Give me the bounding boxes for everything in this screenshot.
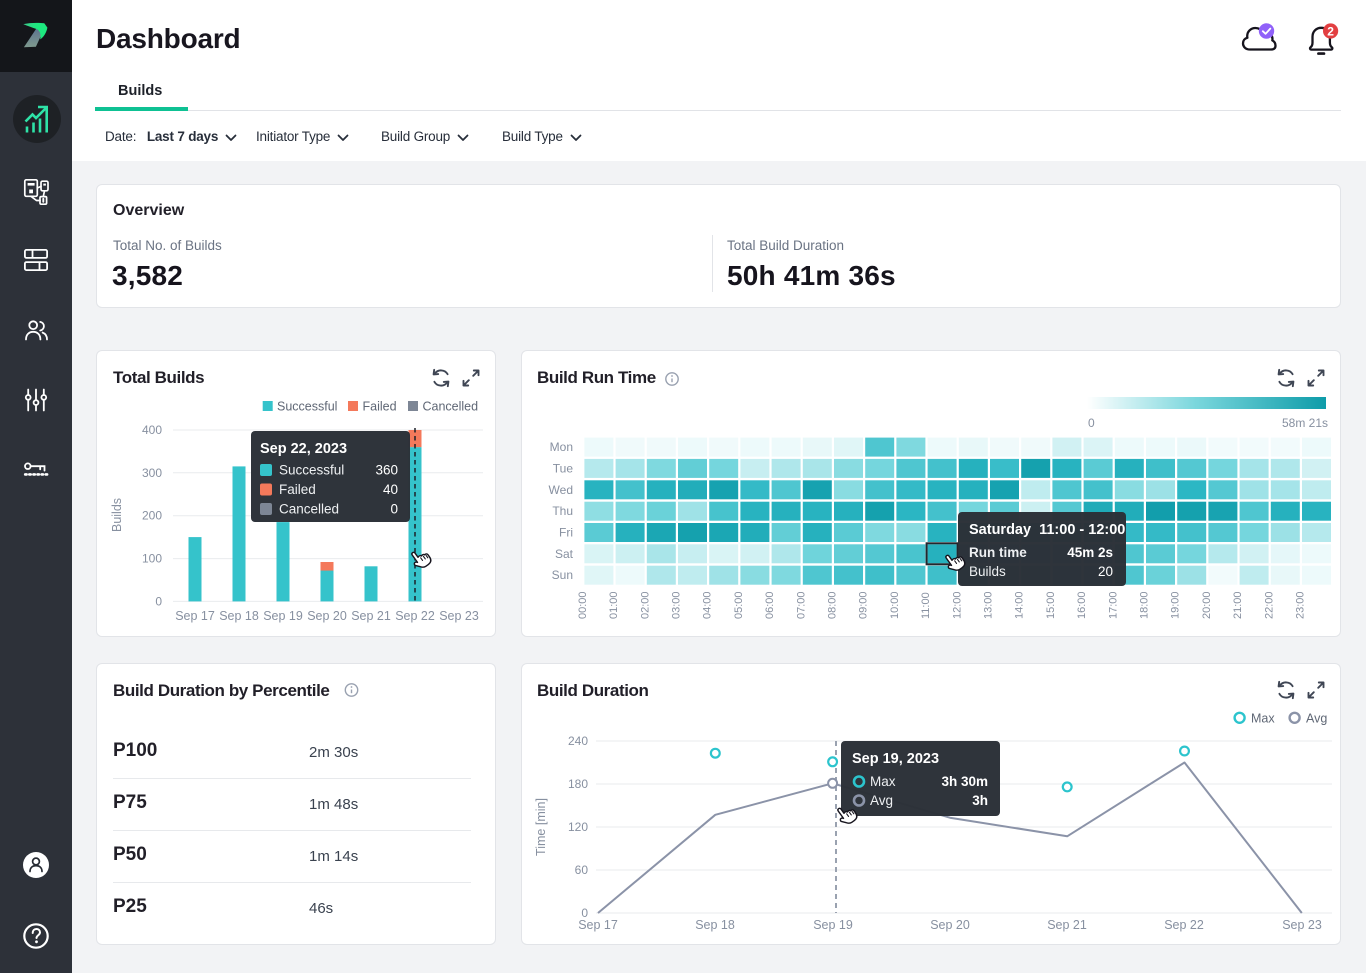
- svg-text:0: 0: [155, 594, 162, 608]
- svg-text:Sep 20: Sep 20: [930, 918, 970, 932]
- svg-text:Sep 17: Sep 17: [175, 609, 215, 623]
- svg-text:Builds: Builds: [110, 498, 124, 532]
- svg-text:Sep 18: Sep 18: [695, 918, 735, 932]
- svg-text:2: 2: [1327, 24, 1334, 38]
- svg-text:Sep 21: Sep 21: [351, 609, 391, 623]
- svg-text:Sep 20: Sep 20: [307, 609, 347, 623]
- svg-text:300: 300: [142, 466, 162, 480]
- svg-text:3h 30m: 3h 30m: [941, 774, 988, 789]
- svg-text:Sep 18: Sep 18: [219, 609, 259, 623]
- svg-text:00:00: 00:00: [577, 591, 589, 619]
- svg-text:Successful: Successful: [279, 463, 344, 478]
- svg-text:Sep 22, 2023: Sep 22, 2023: [260, 441, 347, 457]
- svg-text:22:00: 22:00: [1263, 591, 1275, 619]
- svg-text:Mon: Mon: [550, 440, 573, 454]
- svg-text:07:00: 07:00: [795, 591, 807, 619]
- svg-text:20: 20: [1098, 564, 1113, 579]
- svg-text:45m 2s: 45m 2s: [1067, 545, 1113, 560]
- svg-text:21:00: 21:00: [1232, 591, 1244, 619]
- svg-text:120: 120: [568, 820, 588, 834]
- svg-text:Avg: Avg: [1306, 712, 1327, 726]
- svg-text:10:00: 10:00: [889, 591, 901, 619]
- svg-text:Sep 22: Sep 22: [1164, 918, 1204, 932]
- svg-text:Sep 23: Sep 23: [1282, 918, 1322, 932]
- svg-text:19:00: 19:00: [1170, 591, 1182, 619]
- svg-text:40: 40: [383, 482, 398, 497]
- svg-text:Failed: Failed: [279, 482, 316, 497]
- svg-text:01:00: 01:00: [608, 591, 620, 619]
- svg-text:Thu: Thu: [552, 504, 573, 518]
- svg-text:Fri: Fri: [559, 526, 573, 540]
- svg-text:60: 60: [575, 863, 589, 877]
- svg-text:Run time: Run time: [969, 545, 1027, 560]
- svg-text:Sep 19: Sep 19: [813, 918, 853, 932]
- svg-text:3h: 3h: [972, 793, 988, 808]
- svg-text:17:00: 17:00: [1107, 591, 1119, 619]
- svg-text:Wed: Wed: [549, 483, 573, 497]
- svg-text:58m 21s: 58m 21s: [1282, 416, 1328, 430]
- svg-text:400: 400: [142, 423, 162, 437]
- svg-text:0: 0: [390, 502, 398, 517]
- svg-text:Sep 23: Sep 23: [439, 609, 479, 623]
- svg-text:Tue: Tue: [553, 461, 574, 475]
- svg-text:12:00: 12:00: [951, 591, 963, 619]
- svg-text:05:00: 05:00: [733, 591, 745, 619]
- svg-text:Sep 21: Sep 21: [1047, 918, 1087, 932]
- svg-text:Sep 19: Sep 19: [263, 609, 303, 623]
- svg-text:06:00: 06:00: [764, 591, 776, 619]
- svg-text:180: 180: [568, 777, 588, 791]
- svg-text:Sat: Sat: [555, 547, 574, 561]
- svg-text:16:00: 16:00: [1076, 591, 1088, 619]
- svg-text:23:00: 23:00: [1295, 591, 1307, 619]
- svg-text:Max: Max: [1251, 712, 1275, 726]
- svg-text:Avg: Avg: [870, 793, 893, 808]
- svg-text:360: 360: [375, 463, 398, 478]
- svg-text:0: 0: [1088, 416, 1095, 430]
- svg-text:18:00: 18:00: [1139, 591, 1151, 619]
- svg-text:Max: Max: [870, 774, 896, 789]
- svg-text:09:00: 09:00: [858, 591, 870, 619]
- svg-text:11:00: 11:00: [920, 592, 932, 619]
- svg-text:100: 100: [142, 552, 162, 566]
- svg-text:240: 240: [568, 734, 588, 748]
- svg-text:Sep 22: Sep 22: [395, 609, 435, 623]
- svg-text:0: 0: [581, 906, 588, 920]
- svg-text:13:00: 13:00: [983, 591, 995, 619]
- svg-text:03:00: 03:00: [671, 591, 683, 619]
- svg-text:04:00: 04:00: [702, 591, 714, 619]
- svg-text:Saturday 11:00 - 12:00: Saturday 11:00 - 12:00: [969, 522, 1125, 538]
- svg-text:Cancelled: Cancelled: [423, 400, 479, 414]
- svg-text:20:00: 20:00: [1201, 591, 1213, 619]
- svg-text:02:00: 02:00: [639, 591, 651, 619]
- svg-text:Successful: Successful: [277, 400, 337, 414]
- svg-text:08:00: 08:00: [827, 591, 839, 619]
- svg-text:200: 200: [142, 509, 162, 523]
- svg-text:15:00: 15:00: [1045, 591, 1057, 619]
- svg-text:Time [min]: Time [min]: [534, 798, 548, 856]
- svg-text:14:00: 14:00: [1014, 591, 1026, 619]
- svg-text:Sep 17: Sep 17: [578, 918, 618, 932]
- svg-text:Sep 19, 2023: Sep 19, 2023: [852, 751, 939, 767]
- svg-text:Builds: Builds: [969, 564, 1006, 579]
- svg-text:Failed: Failed: [363, 400, 397, 414]
- svg-text:Cancelled: Cancelled: [279, 502, 339, 517]
- svg-text:Sun: Sun: [552, 568, 573, 582]
